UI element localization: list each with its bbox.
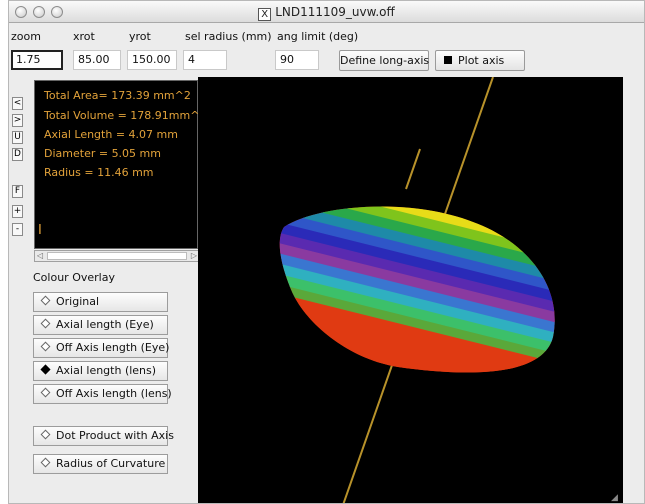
zoom-out-button[interactable]: - [12, 223, 23, 236]
plot-axis-label: Plot axis [458, 54, 505, 67]
lens-color-band [279, 262, 555, 361]
minimize-window-button[interactable] [33, 6, 45, 18]
radius-text: Radius = 11.46 mm [44, 166, 154, 179]
plot-axis-checkbox[interactable] [444, 56, 452, 64]
axis-line-top [405, 148, 421, 190]
total-volume-text: Total Volume = 178.91mm^3 [44, 109, 207, 122]
overlay-option-off-axis-length-lens[interactable]: Off Axis length (lens) [33, 384, 172, 404]
overlay-option-label: Dot Product with Axis [56, 429, 174, 442]
radio-diamond-icon[interactable] [40, 387, 51, 398]
xrot-input[interactable]: 85.00 [73, 50, 121, 70]
lens-color-band [279, 233, 555, 332]
info-horizontal-scrollbar[interactable]: ◁ ▷ [34, 250, 199, 262]
x11-icon: X [258, 8, 272, 21]
ang-limit-label: ang limit (deg) [277, 30, 359, 43]
lens-color-band [279, 206, 555, 303]
radio-diamond-icon[interactable] [40, 318, 51, 329]
title-bar: X LND111109_uvw.off [9, 1, 644, 23]
overlay-option-axial-length-eye[interactable]: Axial length (Eye) [33, 315, 168, 335]
overlay-option-label: Axial length (Eye) [56, 318, 154, 331]
lens-color-band [279, 224, 555, 322]
overlay-option-label: Radius of Curvature [56, 457, 166, 470]
total-area-text: Total Area= 173.39 mm^2 [44, 89, 191, 102]
window-title-area: X LND111109_uvw.off [9, 5, 644, 21]
lens-color-band [279, 243, 555, 342]
overlay-option-label: Off Axis length (Eye) [56, 341, 170, 354]
resize-grip-icon[interactable]: ◢ [611, 493, 618, 503]
radio-diamond-icon[interactable] [40, 457, 51, 468]
3d-viewport[interactable]: ◢ [198, 77, 623, 503]
lens-color-band [279, 253, 555, 351]
overlay-option-label: Off Axis length (lens) [56, 387, 172, 400]
diameter-text: Diameter = 5.05 mm [44, 147, 161, 160]
rotate-right-button[interactable]: > [12, 114, 23, 127]
yrot-input[interactable]: 150.00 [127, 50, 177, 70]
rotate-left-button[interactable]: < [12, 97, 23, 110]
scrollbar-thumb[interactable] [47, 252, 187, 260]
plot-axis-toggle[interactable]: Plot axis [435, 50, 525, 71]
overlay-option-off-axis-length-eye[interactable]: Off Axis length (Eye) [33, 338, 170, 358]
overlay-option-label: Original [56, 295, 100, 308]
overlay-option-original[interactable]: Original [33, 292, 168, 312]
overlay-option-dot-product[interactable]: Dot Product with Axis [33, 426, 174, 446]
scroll-right-icon[interactable]: ▷ [190, 251, 197, 260]
sel-radius-input[interactable]: 4 [183, 50, 227, 70]
zoom-label: zoom [11, 30, 41, 43]
lens-color-band [279, 214, 555, 313]
radio-diamond-icon[interactable] [40, 295, 51, 306]
rotate-down-button[interactable]: D [12, 148, 23, 161]
lens-color-band [279, 206, 555, 293]
radio-diamond-selected-icon[interactable] [40, 364, 51, 375]
overlay-option-label: Axial length (lens) [56, 364, 157, 377]
lens-color-band [279, 206, 555, 284]
app-window: X LND111109_uvw.off zoom xrot yrot sel ra… [8, 0, 645, 504]
close-window-button[interactable] [15, 6, 27, 18]
lens-color-band [279, 272, 555, 371]
lens-render [279, 77, 555, 503]
measurements-panel: Total Area= 173.39 mm^2 Total Volume = 1… [34, 80, 206, 249]
lens-surface [279, 206, 555, 373]
rotate-up-button[interactable]: U [12, 131, 23, 144]
radio-diamond-icon[interactable] [40, 429, 51, 440]
overlay-option-radius-of-curvature[interactable]: Radius of Curvature [33, 454, 168, 474]
xrot-label: xrot [73, 30, 95, 43]
zoom-input[interactable]: 1.75 [11, 50, 63, 70]
sel-radius-label: sel radius (mm) [185, 30, 272, 43]
axial-length-text: Axial Length = 4.07 mm [44, 128, 178, 141]
scroll-left-icon[interactable]: ◁ [37, 251, 44, 260]
yrot-label: yrot [129, 30, 151, 43]
overlay-option-axial-length-lens[interactable]: Axial length (lens) [33, 361, 168, 381]
radio-diamond-icon[interactable] [40, 341, 51, 352]
window-title: LND111109_uvw.off [275, 5, 395, 19]
ang-limit-input[interactable]: 90 [275, 50, 319, 70]
flip-button[interactable]: F [12, 185, 23, 198]
define-long-axis-button[interactable]: Define long-axis [339, 50, 429, 71]
text-cursor-icon: I [38, 223, 42, 238]
colour-overlay-title: Colour Overlay [33, 271, 115, 284]
zoom-window-button[interactable] [51, 6, 63, 18]
zoom-in-button[interactable]: + [12, 205, 23, 218]
